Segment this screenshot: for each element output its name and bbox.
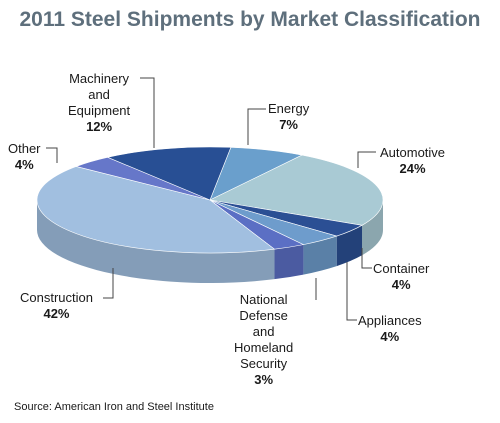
pie-side-national-defense-and-homeland-security: [274, 244, 304, 280]
leader-line-construction: [103, 268, 114, 299]
leader-line-appliances: [346, 262, 357, 321]
label-automotive: Automotive 24%: [380, 145, 446, 176]
pie-depth-layer: [37, 200, 383, 283]
label-energy: Energy 7%: [268, 101, 310, 132]
pct-container: 4%: [391, 277, 411, 292]
pie-side-automotive: [362, 200, 383, 256]
pie-top-layer: [36, 146, 384, 254]
leader-line-other: [46, 147, 58, 163]
label-machinery: Machinery and Equipment 12%: [68, 71, 131, 134]
label-container: Container 4%: [373, 261, 430, 292]
pie-side-container: [336, 225, 363, 267]
source-note: Source: American Iron and Steel Institut…: [14, 401, 214, 413]
pct-defense: 3%: [254, 372, 274, 387]
pct-appliances: 4%: [380, 329, 400, 344]
pie-slice-automotive: [209, 154, 384, 226]
leader-line-energy: [247, 108, 266, 145]
pct-energy: 7%: [279, 117, 298, 132]
pie-slice-construction: [36, 166, 276, 254]
pct-machinery: 12%: [86, 119, 113, 134]
label-appliances: Appliances 4%: [358, 313, 422, 344]
label-other: Other 4%: [8, 141, 41, 172]
pie-side-appliances: [303, 236, 337, 275]
pct-construction: 42%: [43, 306, 70, 321]
pct-other: 4%: [14, 157, 34, 172]
label-construction: Construction 42%: [20, 290, 93, 321]
label-defense: National Defense and Homeland Security 3…: [234, 292, 294, 387]
chart-title: 2011 Steel Shipments by Market Classific…: [19, 8, 481, 31]
pie-slice-machinery-and-equipment: [106, 146, 232, 201]
leader-lines: [46, 77, 376, 321]
pie-side-construction: [37, 200, 275, 283]
leader-line-container: [361, 248, 372, 269]
leader-line-machinery: [140, 77, 155, 148]
pct-automotive: 24%: [399, 161, 426, 176]
leader-line-automotive: [357, 151, 376, 168]
